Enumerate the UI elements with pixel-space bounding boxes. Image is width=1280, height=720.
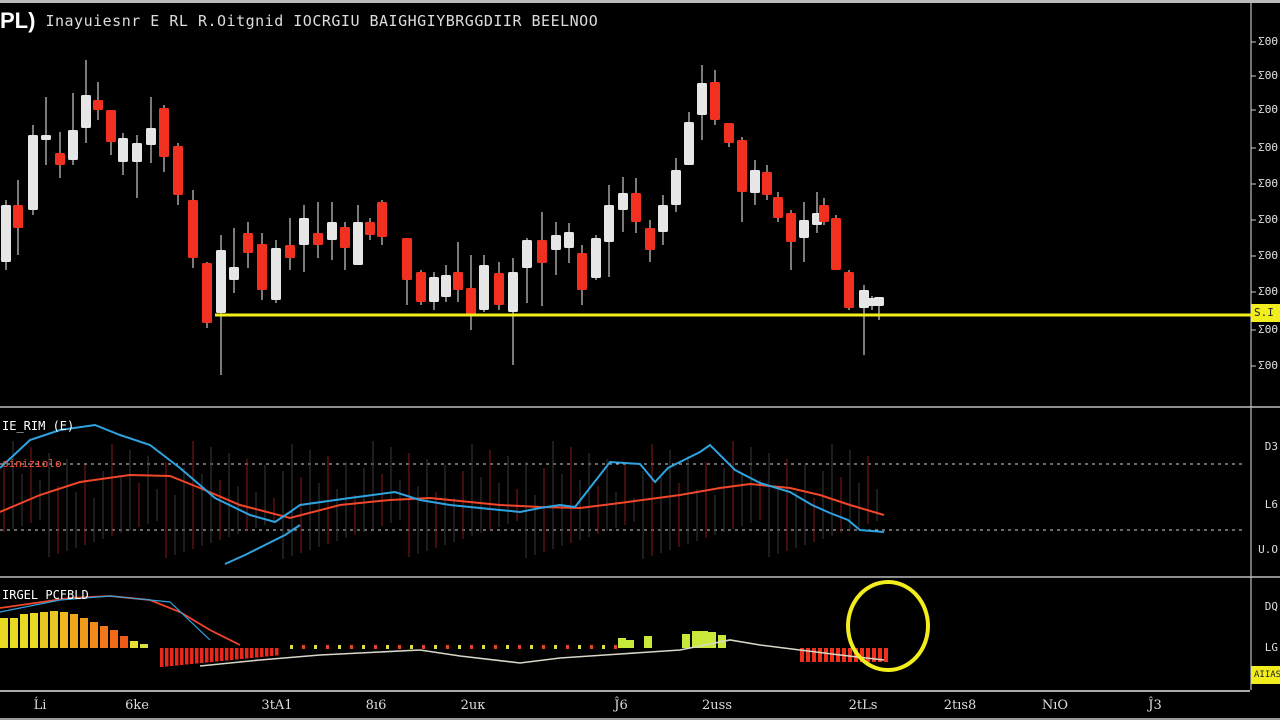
histogram-axis-label: LG xyxy=(1264,641,1278,654)
current-price-tag: S.I xyxy=(1251,304,1280,322)
histogram-panel xyxy=(0,595,888,667)
oscillator-axis-label: D3 xyxy=(1264,440,1278,453)
x-axis-label: Ĺi xyxy=(33,698,47,713)
price-axis-label: ΣΘΘ xyxy=(1258,103,1278,116)
price-axis-label: ΣΘΘ xyxy=(1258,323,1278,336)
price-axis-label: ΣΘΘ xyxy=(1258,213,1278,226)
ticker-symbol: PL) xyxy=(0,8,36,33)
chart-header: PL) Inayuiesnr E RL R.Oitgnid IOCRGIU BA… xyxy=(0,8,598,34)
bottom-border xyxy=(0,718,1280,720)
oscillator-label: IE_RIM (E) xyxy=(2,419,75,433)
x-axis-label: 3tA1 xyxy=(261,698,293,713)
price-axis-label: ΣΘΘ xyxy=(1258,177,1278,190)
x-axis-label: 6ke xyxy=(125,698,149,713)
price-axis-label: ΣΘΘ xyxy=(1258,249,1278,262)
histogram-tag: AIIAS xyxy=(1251,666,1280,684)
x-axis-label: 2uss xyxy=(702,698,732,713)
oscillator-sublabel: oinizıolo xyxy=(2,457,62,470)
highlight-circle xyxy=(846,580,930,672)
histogram-label: IRGEL PCFBLD xyxy=(2,588,89,602)
price-axis-label: ΣΘΘ xyxy=(1258,69,1278,82)
price-axis-label: ΣΘΘ xyxy=(1258,359,1278,372)
oscillator-axis-label: L6 xyxy=(1264,498,1278,511)
candlestick-series xyxy=(1,60,884,375)
price-axis-ticks xyxy=(1251,41,1256,367)
price-axis-label: ΣΘΘ xyxy=(1258,141,1278,154)
histogram-axis-label: DQ xyxy=(1264,600,1278,613)
x-axis-label: 2tıs8 xyxy=(943,698,977,713)
x-axis-label: Ĵ6 xyxy=(614,698,628,713)
oscillator-axis-label: U.O xyxy=(1258,543,1278,556)
x-axis-label: 2tLs xyxy=(848,698,878,713)
price-axis-label: ΣΘΘ xyxy=(1258,285,1278,298)
x-axis-label: 8ı6 xyxy=(365,698,387,713)
x-axis-label: NıO xyxy=(1041,698,1069,713)
price-axis-label: ΣΘΘ xyxy=(1258,35,1278,48)
x-axis-label: 2uк xyxy=(460,698,486,713)
top-border xyxy=(0,0,1280,3)
chart-subtitle: Inayuiesnr E RL R.Oitgnid IOCRGIU BAIGHG… xyxy=(45,12,599,30)
oscillator-panel xyxy=(0,423,1245,565)
x-axis-label: Ĵ3 xyxy=(1148,698,1162,713)
x-axis-line xyxy=(0,690,1250,692)
